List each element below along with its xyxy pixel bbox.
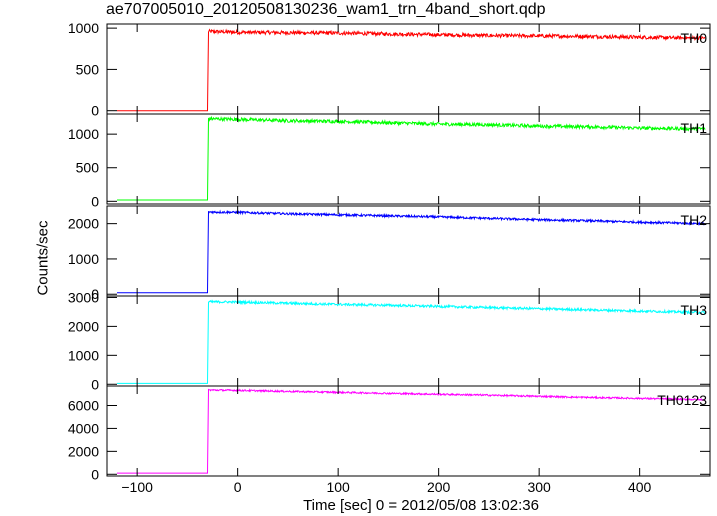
x-tick-label: 300 bbox=[527, 479, 551, 495]
y-tick-label: 1000 bbox=[68, 251, 99, 267]
x-tick-label: 400 bbox=[628, 479, 652, 495]
x-tick-label: −100 bbox=[121, 479, 153, 495]
panel-th0123: 0 2000 4000 6000 TH0123 bbox=[68, 385, 711, 482]
y-tick-label: 4000 bbox=[68, 420, 99, 436]
series-label-th1: TH1 bbox=[681, 120, 708, 136]
series-line-th3 bbox=[117, 299, 706, 384]
y-tick-label: 1000 bbox=[68, 20, 99, 36]
panel-th3: 0 1000 2000 3000 TH3 bbox=[68, 289, 711, 392]
y-tick-label: 0 bbox=[91, 286, 99, 302]
y-tick-label: 500 bbox=[76, 61, 100, 77]
series-line-th1 bbox=[117, 115, 706, 201]
panel-th2: 0 1000 2000 TH2 bbox=[68, 205, 711, 302]
y-tick-label: 0 bbox=[91, 466, 99, 482]
series-label-th3: TH3 bbox=[681, 302, 708, 318]
series-label-th0123: TH0123 bbox=[657, 392, 707, 408]
y-tick-label: 1000 bbox=[68, 126, 99, 142]
y-tick-label: 1000 bbox=[68, 347, 99, 363]
series-label-th2: TH2 bbox=[681, 212, 708, 228]
series-line-th0123 bbox=[117, 388, 706, 474]
x-tick-label: 0 bbox=[234, 479, 242, 495]
panels-group: 0 500 1000 TH0 0 500 1000 TH1 0 1000 2000 TH2 0 1000 2… bbox=[68, 20, 711, 482]
x-tick-label: 100 bbox=[326, 479, 350, 495]
panel-th1: 0 500 1000 TH1 bbox=[68, 113, 711, 209]
y-axis-label: Counts/sec bbox=[34, 220, 52, 296]
series-line-th0 bbox=[117, 28, 706, 112]
panel-frame bbox=[106, 113, 711, 205]
x-axis: −100 0 100 200 300 400 bbox=[121, 479, 651, 495]
panel-frame bbox=[106, 385, 711, 477]
y-tick-label: 0 bbox=[91, 193, 99, 209]
y-tick-label: 6000 bbox=[68, 397, 99, 413]
y-tick-label: 2000 bbox=[68, 443, 99, 459]
y-tick-label: 2000 bbox=[68, 318, 99, 334]
series-label-th0: TH0 bbox=[681, 30, 708, 46]
y-tick-label: 500 bbox=[76, 160, 100, 176]
y-tick-label: 2000 bbox=[68, 216, 99, 232]
panel-frame bbox=[106, 205, 711, 297]
x-tick-label: 200 bbox=[427, 479, 451, 495]
panel-frame bbox=[106, 295, 711, 387]
x-axis-label: Time [sec] 0 = 2012/05/08 13:02:36 bbox=[303, 497, 539, 514]
series-line-th2 bbox=[117, 209, 706, 294]
y-tick-label: 3000 bbox=[68, 289, 99, 305]
y-tick-label: 0 bbox=[91, 103, 99, 119]
panel-th0: 0 500 1000 TH0 bbox=[68, 20, 711, 119]
chart-title: ae707005010_20120508130236_wam1_trn_4ban… bbox=[106, 1, 546, 18]
y-tick-label: 0 bbox=[91, 376, 99, 392]
